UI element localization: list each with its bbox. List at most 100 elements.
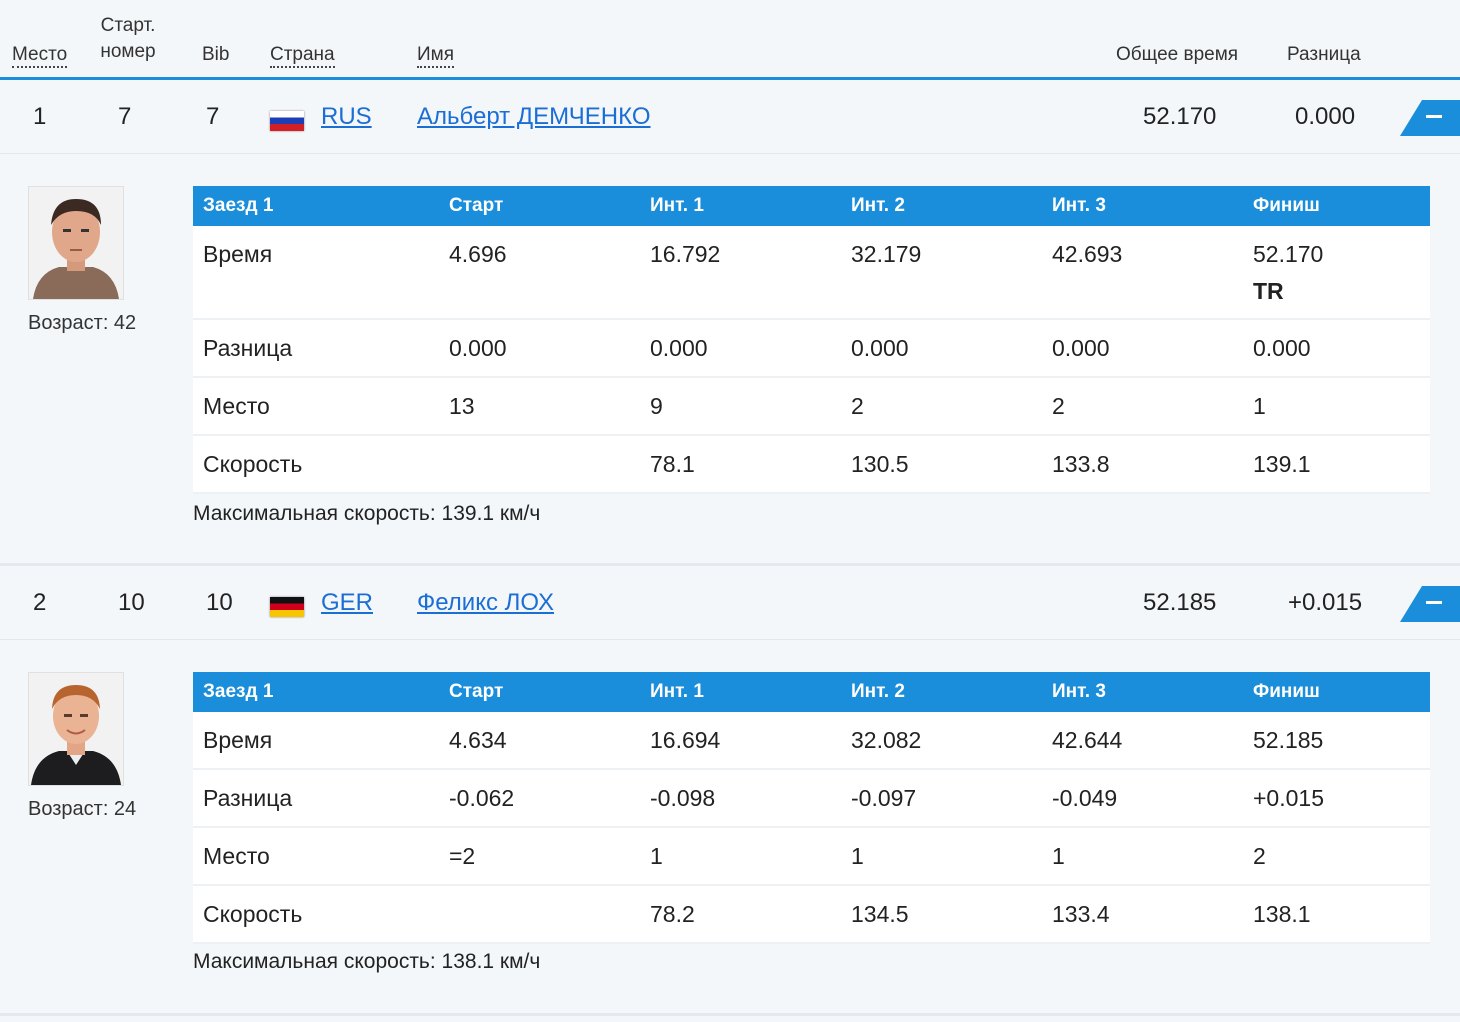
table-cell: 1 — [650, 843, 663, 869]
splits-header-cell: Инт. 2 — [851, 681, 905, 702]
results-header: Место Старт. номер Bib Страна Имя Общее … — [0, 0, 1460, 80]
table-cell: 134.5 — [851, 901, 909, 927]
table-row: Место =2 1 1 1 2 — [193, 828, 1430, 886]
athlete-bib: 7 — [206, 103, 220, 130]
header-start-number-line1: Старт. — [100, 15, 156, 36]
table-cell: 1 — [1253, 393, 1266, 419]
table-cell: 42.693 — [1052, 241, 1123, 267]
splits-header-cell: Заезд 1 — [203, 681, 274, 702]
splits-header-cell: Инт. 2 — [851, 195, 905, 216]
row-label: Место — [203, 393, 270, 419]
table-cell: 138.1 — [1253, 901, 1311, 927]
header-start-number-line2: номер — [100, 41, 156, 62]
splits-header-row: Заезд 1 Старт Инт. 1 Инт. 2 Инт. 3 Финиш — [193, 672, 1430, 712]
max-speed-text: Максимальная скорость: 139.1 км/ч — [193, 502, 541, 525]
collapse-toggle-button[interactable] — [1400, 586, 1460, 622]
header-start-number: Старт. номер — [96, 12, 160, 66]
athlete-detail: Возраст: 42 Заезд 1 Старт Инт. 1 Инт. 2 … — [0, 154, 1460, 566]
minus-icon — [1426, 601, 1442, 604]
collapse-toggle-button[interactable] — [1400, 100, 1460, 136]
header-name[interactable]: Имя — [417, 42, 455, 68]
table-cell: 0.000 — [1052, 335, 1110, 361]
table-row: Место 13 9 2 2 1 — [193, 378, 1430, 436]
table-row: Разница 0.000 0.000 0.000 0.000 0.000 — [193, 320, 1430, 378]
athlete-name-link[interactable]: Феликс ЛОХ — [417, 589, 554, 616]
table-cell: 52.185 — [1253, 727, 1324, 753]
row-label: Скорость — [203, 901, 303, 927]
header-bib: Bib — [202, 44, 230, 65]
splits-header-cell: Старт — [449, 195, 504, 216]
splits-header-cell: Заезд 1 — [203, 195, 274, 216]
table-cell: -0.049 — [1052, 785, 1118, 811]
max-speed-text: Максимальная скорость: 138.1 км/ч — [193, 950, 541, 973]
splits-header-row: Заезд 1 Старт Инт. 1 Инт. 2 Инт. 3 Финиш — [193, 186, 1430, 226]
table-cell: 0.000 — [650, 335, 708, 361]
table-cell: 4.634 — [449, 727, 507, 753]
row-label: Время — [203, 241, 273, 267]
athlete-country-link[interactable]: RUS — [321, 103, 372, 130]
athlete-photo — [28, 672, 124, 786]
row-label: Время — [203, 727, 273, 753]
table-cell: 32.082 — [851, 727, 922, 753]
flag-germany-icon — [270, 597, 304, 617]
flag-russia-icon — [270, 111, 304, 131]
table-cell: 16.694 — [650, 727, 721, 753]
header-total-time: Общее время — [1116, 44, 1239, 65]
table-cell: 9 — [650, 393, 663, 419]
table-cell: 2 — [851, 393, 864, 419]
table-cell: 78.2 — [650, 901, 695, 927]
table-cell: 1 — [1052, 843, 1065, 869]
track-record-badge: TR — [1253, 278, 1284, 304]
header-place[interactable]: Место — [12, 42, 68, 68]
table-cell: -0.097 — [851, 785, 917, 811]
splits-header-cell: Инт. 1 — [650, 195, 704, 216]
table-cell: 133.4 — [1052, 901, 1110, 927]
splits-header-cell: Инт. 3 — [1052, 195, 1106, 216]
table-cell: 133.8 — [1052, 451, 1110, 477]
athlete-start-number: 7 — [118, 103, 132, 130]
splits-table: Заезд 1 Старт Инт. 1 Инт. 2 Инт. 3 Финиш… — [193, 186, 1430, 494]
table-cell: 78.1 — [650, 451, 695, 477]
table-row: Разница -0.062 -0.098 -0.097 -0.049 +0.0… — [193, 770, 1430, 828]
splits-table: Заезд 1 Старт Инт. 1 Инт. 2 Инт. 3 Финиш… — [193, 672, 1430, 944]
athlete-age: Возраст: 24 — [28, 798, 137, 820]
splits-header-cell: Старт — [449, 681, 504, 702]
table-cell: 16.792 — [650, 241, 721, 267]
table-cell: -0.062 — [449, 785, 515, 811]
table-cell: 1 — [851, 843, 864, 869]
table-cell: 139.1 — [1253, 451, 1311, 477]
athlete-photo-image — [29, 187, 123, 299]
row-label: Разница — [203, 785, 293, 811]
row-label: Скорость — [203, 451, 303, 477]
athlete-row: 2 10 10 GER Феликс ЛОХ 52.185 +0.015 — [0, 566, 1460, 640]
athlete-age: Возраст: 42 — [28, 312, 137, 334]
table-cell: 0.000 — [851, 335, 909, 361]
header-difference: Разница — [1287, 44, 1361, 65]
table-cell: 42.644 — [1052, 727, 1123, 753]
splits-header-cell: Финиш — [1253, 681, 1320, 702]
table-cell: 32.179 — [851, 241, 922, 267]
table-cell: -0.098 — [650, 785, 716, 811]
splits-header-cell: Финиш — [1253, 195, 1320, 216]
athlete-total-time: 52.185 — [1143, 589, 1217, 616]
table-cell: 2 — [1253, 843, 1266, 869]
athlete-country-link[interactable]: GER — [321, 589, 374, 616]
table-cell: 52.170 — [1253, 241, 1324, 267]
header-country[interactable]: Страна — [270, 42, 335, 68]
athlete-start-number: 10 — [118, 589, 145, 616]
athlete-place: 2 — [33, 589, 47, 616]
table-cell: 2 — [1052, 393, 1065, 419]
splits-header-cell: Инт. 3 — [1052, 681, 1106, 702]
athlete-name-link[interactable]: Альберт ДЕМЧЕНКО — [417, 103, 651, 130]
table-cell: +0.015 — [1253, 785, 1324, 811]
table-cell: 13 — [449, 393, 475, 419]
athlete-row: 1 7 7 RUS Альберт ДЕМЧЕНКО 52.170 0.000 — [0, 80, 1460, 154]
table-cell: =2 — [449, 843, 476, 869]
athlete-detail: Возраст: 24 Заезд 1 Старт Инт. 1 Инт. 2 … — [0, 640, 1460, 1016]
splits-header-cell: Инт. 1 — [650, 681, 704, 702]
table-row: Скорость 78.1 130.5 133.8 139.1 — [193, 436, 1430, 494]
minus-icon — [1426, 115, 1442, 118]
athlete-bib: 10 — [206, 589, 233, 616]
athlete-place: 1 — [33, 103, 47, 130]
